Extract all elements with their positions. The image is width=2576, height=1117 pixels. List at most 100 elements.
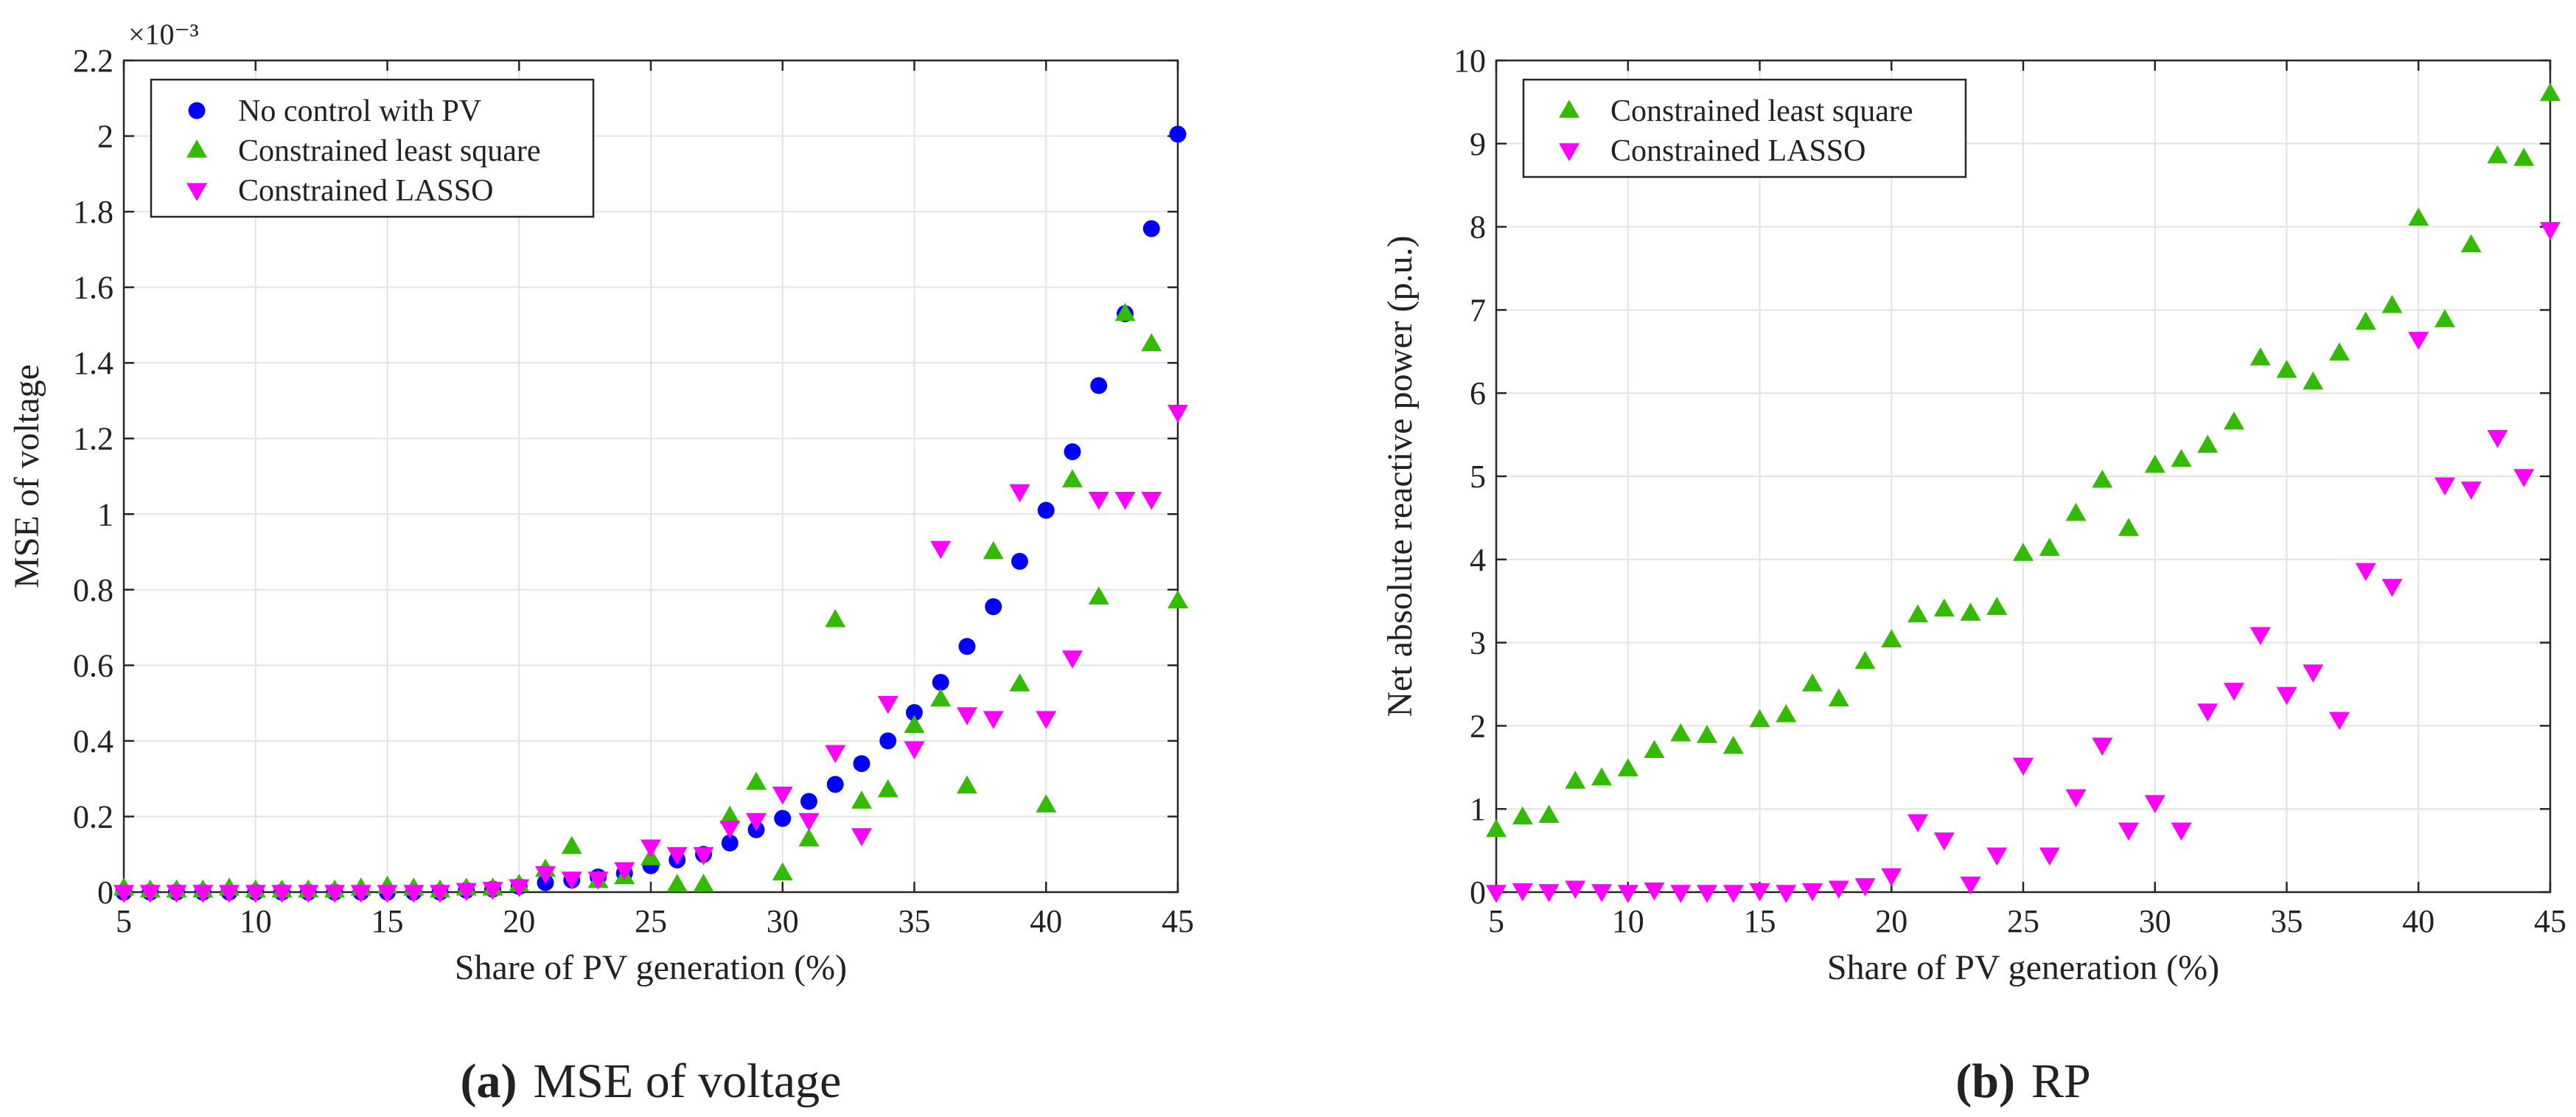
y-tick-label: 1.4 [73, 345, 114, 381]
x-tick-label: 5 [116, 903, 132, 939]
caption-text: MSE of voltage [534, 1054, 842, 1108]
data-point [2408, 207, 2429, 226]
x-tick-label: 45 [2534, 903, 2566, 939]
panel-mse-voltage: 5 10 15 20 25 30 35 40 45 0 0.2 0.4 0.6 0.8 1 1.2 1.4 1.6… [7, 18, 1194, 1108]
x-tick-label: 10 [1612, 903, 1644, 939]
data-point [1037, 501, 1055, 519]
data-point [2144, 454, 2165, 473]
data-point [693, 874, 714, 892]
y-tick-label: 4 [1470, 542, 1486, 578]
data-point [746, 812, 767, 832]
data-point [877, 779, 898, 798]
y-tick-label: 1 [1470, 791, 1486, 827]
data-point [1907, 604, 1928, 623]
data-point [377, 885, 398, 903]
data-point [2487, 145, 2508, 164]
data-point [2460, 481, 2482, 500]
y-tick-label: 2 [97, 119, 114, 155]
data-point [1933, 598, 1955, 617]
data-point [1009, 673, 1030, 692]
data-point [561, 871, 582, 890]
data-point [2303, 664, 2324, 683]
data-point [1881, 629, 1902, 648]
data-point [1670, 723, 1692, 742]
data-point [1722, 885, 1744, 903]
data-point [298, 885, 319, 903]
data-point [535, 866, 556, 885]
data-point [2434, 477, 2455, 495]
legend-marker [186, 139, 207, 158]
data-point [982, 711, 1004, 729]
data-point [350, 885, 371, 903]
data-point [1644, 882, 1665, 901]
data-point [2013, 757, 2034, 776]
data-point [2144, 795, 2165, 813]
data-point [1933, 832, 1955, 851]
data-point [877, 695, 898, 714]
data-point [2540, 222, 2561, 240]
y-tick-label: 6 [1470, 375, 1486, 411]
data-point [1828, 880, 1849, 899]
data-point [1881, 868, 1902, 887]
data-point [1828, 688, 1849, 707]
data-point [1722, 735, 1744, 754]
data-point [1009, 484, 1030, 503]
data-point [2039, 847, 2060, 866]
y-tick-label: 0 [97, 874, 114, 911]
data-point [957, 775, 977, 794]
series-2 [114, 405, 1188, 903]
caption-text: RP [2031, 1054, 2091, 1108]
legend-box [1522, 78, 1967, 178]
data-point [800, 793, 817, 810]
data-point [192, 885, 214, 903]
data-point [1802, 883, 1823, 902]
data-point [2224, 683, 2244, 701]
data-point [1011, 552, 1028, 570]
data-point [2249, 627, 2271, 646]
data-point [245, 885, 266, 903]
data-point [2355, 311, 2376, 330]
data-point [1114, 302, 1136, 321]
x-tick-label: 40 [2402, 903, 2434, 939]
data-point [482, 882, 503, 900]
data-point [1062, 469, 1083, 487]
data-point [957, 707, 977, 725]
x-tick-label: 5 [1488, 903, 1504, 939]
data-point [2460, 234, 2482, 253]
data-point [1036, 794, 1057, 812]
x-axis-title: Share of PV generation (%) [1827, 948, 2219, 987]
series-1 [1486, 222, 2561, 903]
data-point [1960, 876, 1981, 895]
legend-marker [186, 183, 207, 201]
data-point [1591, 884, 1612, 902]
data-point [982, 540, 1004, 560]
data-point [219, 885, 240, 903]
data-point [746, 771, 767, 790]
data-point [114, 885, 134, 903]
caption-label: (b) [1955, 1054, 2015, 1108]
data-point [1167, 590, 1188, 608]
y-tick-label: 7 [1470, 292, 1486, 328]
x-tick-label: 30 [2139, 903, 2171, 939]
data-point [1512, 806, 1533, 825]
data-point [1802, 673, 1823, 692]
panel-caption: (b) RP [1955, 1054, 2090, 1108]
x-tick-label: 25 [635, 903, 667, 939]
data-point [1088, 586, 1109, 605]
data-point [798, 828, 820, 847]
y-tick-label: 2.2 [73, 43, 114, 79]
data-point [1114, 491, 1136, 510]
data-point [826, 776, 844, 793]
legend: No control with PV Constrained least squa… [150, 78, 595, 218]
data-point [1776, 704, 1797, 723]
y-tick-label: 1.2 [73, 421, 114, 457]
data-point [640, 839, 661, 858]
data-point [2171, 822, 2192, 841]
data-point [139, 885, 161, 903]
data-point [2092, 469, 2113, 488]
y-tick-label: 0.4 [73, 723, 114, 759]
data-point [772, 862, 793, 881]
legend-entry: Constrained least square [1610, 94, 1913, 128]
data-point [772, 786, 793, 805]
